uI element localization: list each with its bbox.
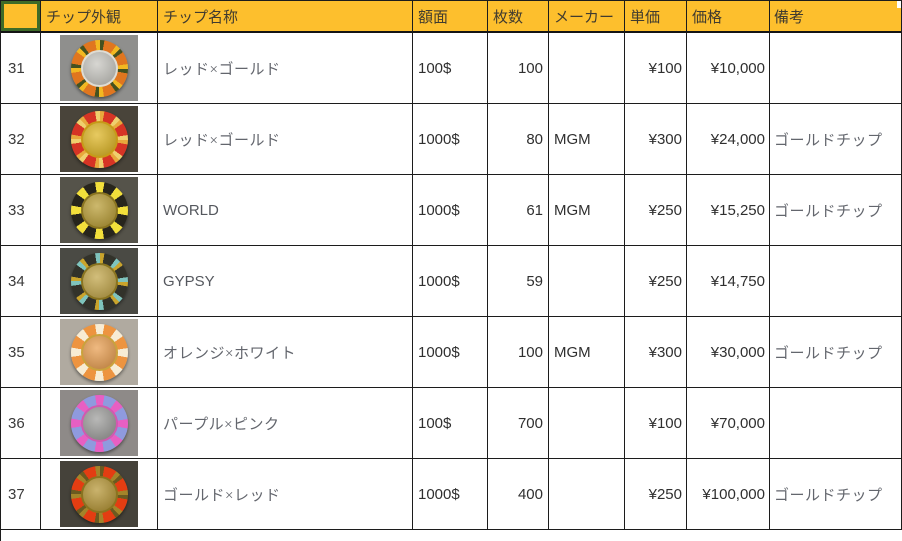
unit-price-cell[interactable]: ¥100 [625,388,687,459]
partial-next-row [1,530,902,541]
header-price[interactable]: 価格 [687,1,770,33]
row-number-cell[interactable]: 37 [1,459,41,530]
header-chip-name[interactable]: チップ名称 [158,1,413,33]
header-row: チップ外観 チップ名称 額面 枚数 メーカー 単価 価格 備考 [1,1,902,33]
price-cell[interactable]: ¥24,000 [687,104,770,175]
price-cell[interactable]: ¥70,000 [687,388,770,459]
chip-name-cell[interactable]: WORLD [158,175,413,246]
chip-appearance-cell[interactable] [41,246,158,317]
casino-chip-image [70,465,128,523]
chip-photo [60,248,138,314]
chip-name-cell[interactable]: GYPSY [158,246,413,317]
header-quantity[interactable]: 枚数 [488,1,549,33]
casino-chip-image [70,323,128,381]
table-row: 34 GYPSY 1000$ 59 ¥250 ¥14,750 [1,246,902,317]
quantity-cell[interactable]: 400 [488,459,549,530]
table-row: 37 ゴールド×レッド 1000$ 400 ¥250 ¥100,000 ゴールド… [1,459,902,530]
unit-price-cell[interactable]: ¥250 [625,175,687,246]
table-row: 32 レッド×ゴールド 1000$ 80 MGM ¥300 ¥24,000 ゴー… [1,104,902,175]
note-cell[interactable]: ゴールドチップ [770,104,902,175]
maker-cell[interactable]: MGM [549,175,625,246]
face-value-cell[interactable]: 1000$ [413,246,488,317]
face-value-cell[interactable]: 1000$ [413,459,488,530]
chip-name-cell[interactable]: ゴールド×レッド [158,459,413,530]
note-cell[interactable] [770,246,902,317]
table-row: 31 レッド×ゴールド 100$ 100 ¥100 ¥10,000 [1,33,902,104]
casino-chip-image [70,181,128,239]
selected-empty-header-cell[interactable] [1,1,41,33]
maker-cell[interactable]: MGM [549,317,625,388]
chip-photo [60,106,138,172]
row-number-cell[interactable]: 36 [1,388,41,459]
chip-photo [60,319,138,385]
chip-name-cell[interactable]: レッド×ゴールド [158,33,413,104]
unit-price-cell[interactable]: ¥250 [625,246,687,317]
chip-name-cell[interactable]: オレンジ×ホワイト [158,317,413,388]
maker-cell[interactable] [549,388,625,459]
row-number-cell[interactable]: 32 [1,104,41,175]
chip-photo [60,177,138,243]
table-row: 35 オレンジ×ホワイト 1000$ 100 MGM ¥300 ¥30,000 … [1,317,902,388]
chip-photo [60,35,138,101]
header-chip-appearance[interactable]: チップ外観 [41,1,158,33]
chip-name-cell[interactable]: レッド×ゴールド [158,104,413,175]
quantity-cell[interactable]: 59 [488,246,549,317]
face-value-cell[interactable]: 1000$ [413,175,488,246]
quantity-cell[interactable]: 80 [488,104,549,175]
chip-appearance-cell[interactable] [41,459,158,530]
note-cell[interactable]: ゴールドチップ [770,459,902,530]
maker-cell[interactable] [549,246,625,317]
casino-chip-image [70,39,128,97]
row-number-cell[interactable]: 34 [1,246,41,317]
chip-name-cell[interactable]: パープル×ピンク [158,388,413,459]
row-number-cell[interactable]: 35 [1,317,41,388]
chip-photo [60,461,138,527]
unit-price-cell[interactable]: ¥250 [625,459,687,530]
row-number-cell[interactable]: 31 [1,33,41,104]
maker-cell[interactable]: MGM [549,104,625,175]
chip-photo [60,390,138,456]
header-face-value[interactable]: 額面 [413,1,488,33]
chip-appearance-cell[interactable] [41,104,158,175]
price-cell[interactable]: ¥30,000 [687,317,770,388]
note-cell[interactable]: ゴールドチップ [770,317,902,388]
price-cell[interactable]: ¥10,000 [687,33,770,104]
price-cell[interactable]: ¥14,750 [687,246,770,317]
maker-cell[interactable] [549,459,625,530]
face-value-cell[interactable]: 1000$ [413,317,488,388]
table-row: 33 WORLD 1000$ 61 MGM ¥250 ¥15,250 ゴールドチ… [1,175,902,246]
unit-price-cell[interactable]: ¥300 [625,317,687,388]
table-row: 36 パープル×ピンク 100$ 700 ¥100 ¥70,000 [1,388,902,459]
chip-appearance-cell[interactable] [41,388,158,459]
unit-price-cell[interactable]: ¥300 [625,104,687,175]
chip-appearance-cell[interactable] [41,175,158,246]
price-cell[interactable]: ¥15,250 [687,175,770,246]
header-unit-price[interactable]: 単価 [625,1,687,33]
row-number-cell[interactable]: 33 [1,175,41,246]
face-value-cell[interactable]: 100$ [413,33,488,104]
quantity-cell[interactable]: 61 [488,175,549,246]
chip-appearance-cell[interactable] [41,33,158,104]
chip-appearance-cell[interactable] [41,317,158,388]
casino-chip-image [70,394,128,452]
quantity-cell[interactable]: 100 [488,317,549,388]
note-cell[interactable] [770,33,902,104]
header-note[interactable]: 備考 [770,1,902,33]
header-maker[interactable]: メーカー [549,1,625,33]
unit-price-cell[interactable]: ¥100 [625,33,687,104]
quantity-cell[interactable]: 100 [488,33,549,104]
note-cell[interactable]: ゴールドチップ [770,175,902,246]
face-value-cell[interactable]: 100$ [413,388,488,459]
quantity-cell[interactable]: 700 [488,388,549,459]
maker-cell[interactable] [549,33,625,104]
casino-chip-image [70,110,128,168]
note-cell[interactable] [770,388,902,459]
price-cell[interactable]: ¥100,000 [687,459,770,530]
casino-chip-image [70,252,128,310]
face-value-cell[interactable]: 1000$ [413,104,488,175]
